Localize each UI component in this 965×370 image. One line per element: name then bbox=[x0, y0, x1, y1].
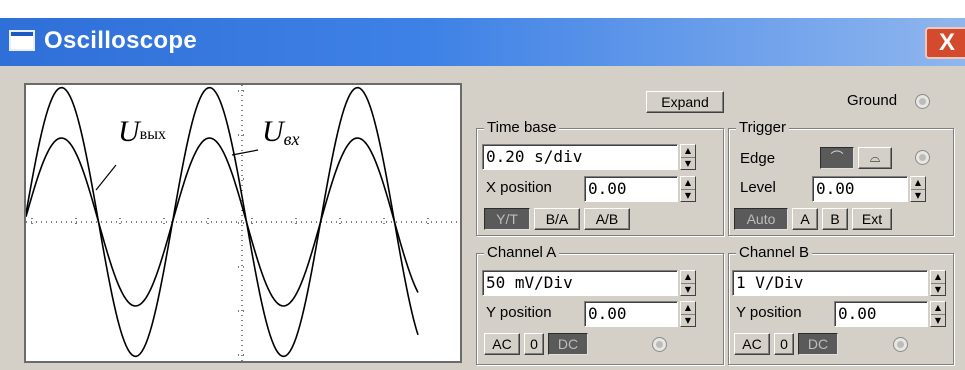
trace-output bbox=[26, 86, 419, 358]
spin-up-icon: ▲ bbox=[914, 178, 922, 187]
spin-up-icon: ▲ bbox=[934, 303, 942, 312]
waveform-display: Uвых Uвх bbox=[26, 85, 460, 361]
timebase-group bbox=[476, 128, 724, 236]
trigger-a-button[interactable]: A bbox=[792, 208, 818, 230]
mode-ab-button[interactable]: A/B bbox=[584, 208, 630, 230]
spin-up-icon: ▲ bbox=[934, 272, 942, 281]
spin-up-icon: ▲ bbox=[684, 303, 692, 312]
trigger-ext-button[interactable]: Ext bbox=[852, 208, 892, 230]
rising-edge-icon: ⌒ bbox=[830, 150, 844, 165]
level-field[interactable]: 0.00 bbox=[812, 176, 908, 202]
spin-down-icon: ▼ bbox=[681, 157, 695, 170]
channel-a-scale-field[interactable]: 50 mV/Div bbox=[482, 270, 678, 296]
timebase-group-label: Time base bbox=[484, 119, 560, 136]
trigger-group-label: Trigger bbox=[736, 119, 789, 136]
ground-label: Ground bbox=[847, 92, 898, 109]
edge-falling-button[interactable]: ⌓ bbox=[858, 147, 892, 169]
channel-b-scale-field[interactable]: 1 V/Div bbox=[732, 270, 928, 296]
annotation-out-label: Uвых bbox=[118, 115, 166, 148]
trigger-auto-button[interactable]: Auto bbox=[734, 208, 788, 230]
channel-a-zero-button[interactable]: 0 bbox=[524, 333, 544, 355]
close-button[interactable]: X bbox=[925, 27, 965, 59]
channel-a-group bbox=[476, 253, 724, 365]
channel-b-group-label: Channel B bbox=[736, 244, 813, 261]
x-position-field[interactable]: 0.00 bbox=[584, 176, 678, 202]
spin-up-icon: ▲ bbox=[684, 272, 692, 281]
spin-up-icon: ▲ bbox=[684, 146, 692, 155]
trigger-b-button[interactable]: B bbox=[822, 208, 848, 230]
level-spinner[interactable]: ▲ ▼ bbox=[910, 176, 926, 202]
window-title: Oscilloscope bbox=[44, 27, 197, 54]
level-label: Level bbox=[740, 179, 776, 196]
channel-a-scale-spinner[interactable]: ▲ ▼ bbox=[680, 270, 696, 296]
edge-label: Edge bbox=[740, 150, 776, 167]
channel-b-scale-spinner[interactable]: ▲ ▼ bbox=[930, 270, 946, 296]
channel-a-ac-button[interactable]: AC bbox=[484, 333, 520, 355]
spin-up-icon: ▲ bbox=[684, 178, 692, 187]
timebase-field[interactable]: 0.20 s/div bbox=[482, 144, 678, 170]
channel-b-terminal[interactable] bbox=[893, 337, 908, 352]
x-position-label: X position bbox=[486, 179, 552, 196]
timebase-spinner[interactable]: ▲ ▼ bbox=[680, 144, 696, 170]
spin-down-icon: ▼ bbox=[931, 314, 945, 327]
trace-input bbox=[26, 137, 419, 307]
channel-b-group bbox=[728, 253, 954, 365]
channel-b-ac-button[interactable]: AC bbox=[734, 333, 770, 355]
spin-down-icon: ▼ bbox=[931, 283, 945, 296]
channel-b-y-position-spinner[interactable]: ▲ ▼ bbox=[930, 301, 946, 327]
annotation-in-label: Uвх bbox=[262, 115, 299, 149]
title-bar[interactable]: Oscilloscope X bbox=[0, 18, 965, 66]
spin-down-icon: ▼ bbox=[911, 189, 925, 202]
ground-terminal[interactable] bbox=[915, 94, 930, 109]
trigger-group bbox=[728, 128, 954, 236]
channel-a-y-position-spinner[interactable]: ▲ ▼ bbox=[680, 301, 696, 327]
channel-a-y-position-field[interactable]: 0.00 bbox=[584, 301, 678, 327]
channel-a-group-label: Channel A bbox=[484, 244, 560, 261]
channel-a-terminal[interactable] bbox=[652, 337, 667, 352]
grid-dots bbox=[26, 85, 460, 361]
channel-b-y-position-label: Y position bbox=[736, 304, 802, 321]
edge-rising-button[interactable]: ⌒ bbox=[820, 147, 854, 169]
channel-b-zero-button[interactable]: 0 bbox=[774, 333, 794, 355]
oscilloscope-screen: Uвых Uвх bbox=[24, 83, 462, 363]
trigger-terminal[interactable] bbox=[915, 150, 930, 165]
falling-edge-icon: ⌓ bbox=[869, 150, 881, 165]
channel-a-dc-button[interactable]: DC bbox=[548, 333, 588, 355]
channel-a-y-position-label: Y position bbox=[486, 304, 552, 321]
channel-b-dc-button[interactable]: DC bbox=[798, 333, 838, 355]
channel-b-y-position-field[interactable]: 0.00 bbox=[834, 301, 928, 327]
x-position-spinner[interactable]: ▲ ▼ bbox=[680, 176, 696, 202]
annotation-in-pointer bbox=[231, 149, 259, 156]
annotation-out-pointer bbox=[95, 164, 117, 191]
mode-yt-button[interactable]: Y/T bbox=[484, 208, 530, 230]
window-icon bbox=[9, 30, 35, 51]
expand-button[interactable]: Expand bbox=[646, 91, 724, 113]
mode-ba-button[interactable]: B/A bbox=[534, 208, 580, 230]
spin-down-icon: ▼ bbox=[681, 314, 695, 327]
spin-down-icon: ▼ bbox=[681, 189, 695, 202]
spin-down-icon: ▼ bbox=[681, 283, 695, 296]
